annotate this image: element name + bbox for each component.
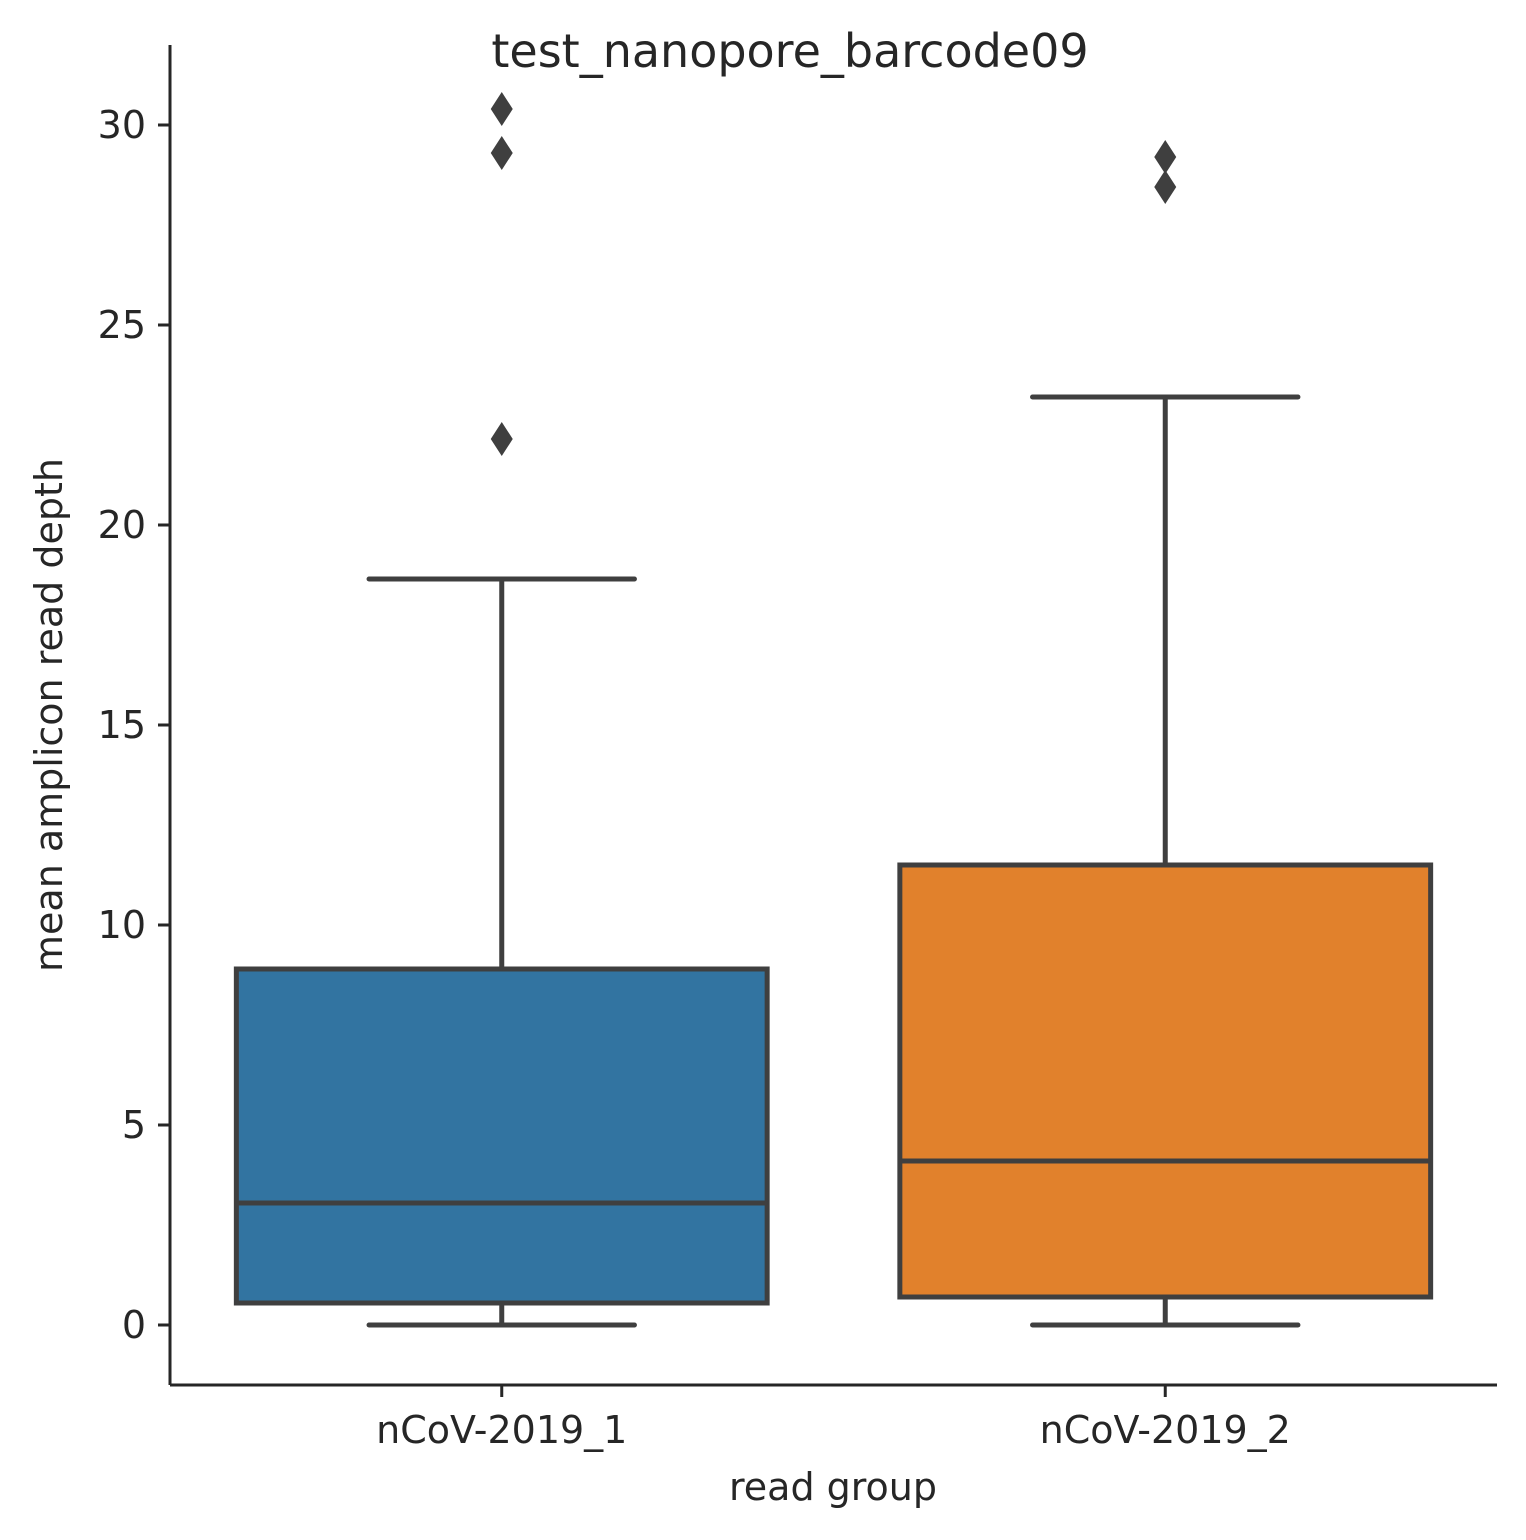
y-tick-label: 0 <box>122 1303 146 1347</box>
outlier-point <box>1154 140 1177 174</box>
y-tick-label: 10 <box>98 903 146 947</box>
outlier-point <box>490 92 513 126</box>
x-axis-label: read group <box>729 1465 937 1509</box>
box-body <box>233 966 770 1306</box>
x-tick-label: nCoV-2019_2 <box>1040 1408 1291 1452</box>
y-tick-label: 30 <box>98 103 146 147</box>
plot-area: 0 5 10 15 20 25 30 nCoV-2019_1 nCoV-2019_2 <box>98 45 1497 1452</box>
y-tick-label: 15 <box>98 703 146 747</box>
y-tick-label: 25 <box>98 303 146 347</box>
outlier-point <box>490 422 513 456</box>
y-tick-label: 5 <box>122 1103 146 1147</box>
chart-title: test_nanopore_barcode09 <box>491 24 1088 78</box>
box-body <box>897 862 1434 1300</box>
y-axis-label: mean amplicon read depth <box>27 458 71 972</box>
outlier-point <box>490 136 513 170</box>
outlier-point <box>1154 170 1177 204</box>
x-tick-label: nCoV-2019_1 <box>376 1408 627 1452</box>
y-tick-label: 20 <box>98 503 146 547</box>
